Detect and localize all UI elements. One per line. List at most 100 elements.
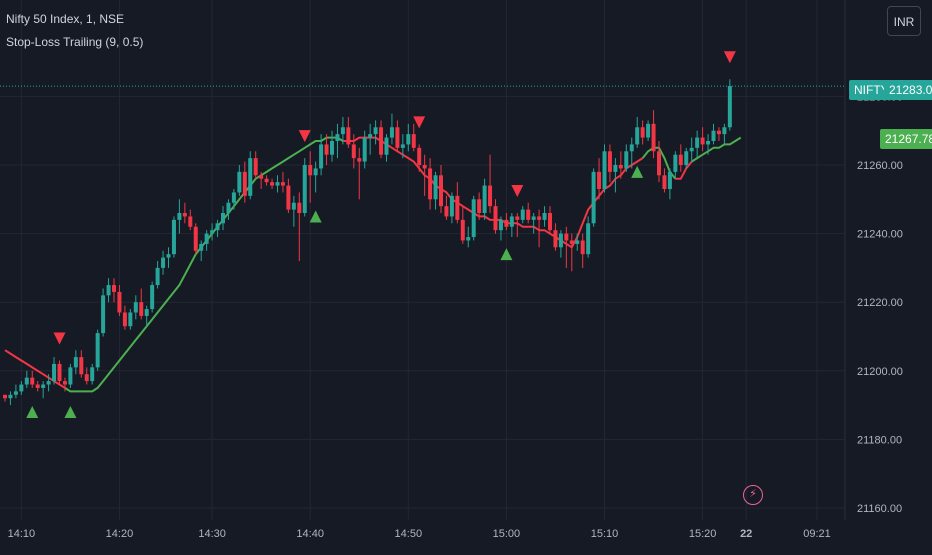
candle[interactable] [667,168,672,200]
candle[interactable] [629,137,634,169]
candle[interactable] [248,151,253,200]
candle[interactable] [62,377,67,392]
candle[interactable] [727,79,732,131]
candle[interactable] [422,154,427,196]
candle[interactable] [275,175,280,193]
candle[interactable] [586,216,591,258]
candle[interactable] [498,216,503,241]
candle[interactable] [689,137,694,162]
candle[interactable] [575,233,580,251]
candle[interactable] [711,123,716,145]
candle[interactable] [695,130,700,159]
candle[interactable] [520,206,525,224]
candle[interactable] [373,120,378,145]
candle[interactable] [439,165,443,214]
candle[interactable] [319,134,324,176]
candle[interactable] [716,127,721,141]
candle[interactable] [379,120,384,159]
candle[interactable] [297,192,302,262]
candle[interactable] [210,223,215,241]
candle[interactable] [188,209,193,231]
candle[interactable] [553,223,558,251]
candle[interactable] [259,171,264,190]
candle[interactable] [95,329,100,371]
candle[interactable] [526,202,531,224]
candle[interactable] [471,195,476,241]
candle[interactable] [13,384,18,399]
candle[interactable] [57,360,62,385]
candle[interactable] [117,285,122,316]
candle[interactable] [112,278,116,303]
candle[interactable] [8,391,13,406]
candle[interactable] [564,226,569,268]
candle[interactable] [286,178,291,214]
candle[interactable] [428,158,433,210]
candle[interactable] [640,120,645,145]
candle[interactable] [389,113,394,145]
candle[interactable] [368,123,373,155]
candle[interactable] [477,192,482,220]
candle[interactable] [591,168,596,227]
candle[interactable] [613,158,618,193]
candle[interactable] [362,130,367,169]
symbol-title[interactable]: Nifty 50 Index, 1, NSE [6,12,125,26]
candle[interactable] [122,305,127,330]
candle[interactable] [618,151,623,179]
candle[interactable] [24,370,29,388]
candle[interactable] [3,394,7,402]
time-axis[interactable]: 14:10 14:20 14:30 14:40 14:50 15:00 15:10 15:20… [8,528,831,540]
candle[interactable] [384,134,389,162]
candle[interactable] [417,144,422,172]
candle[interactable] [351,134,356,169]
candle[interactable] [493,199,498,234]
candle[interactable] [155,261,160,289]
candle[interactable] [204,230,209,251]
candle[interactable] [73,350,78,375]
candle[interactable] [302,158,307,217]
candle[interactable] [466,226,471,248]
candle[interactable] [488,154,493,214]
price-axis[interactable]: 21160.00 21180.00 21200.00 21220.00 21240.00… [857,91,903,515]
candle[interactable] [537,209,542,248]
candle[interactable] [106,278,111,303]
candle[interactable] [291,195,296,227]
candle[interactable] [449,192,454,224]
candle[interactable] [357,147,362,200]
candle[interactable] [400,134,405,159]
candle[interactable] [215,219,220,238]
candle[interactable] [231,189,236,210]
candle[interactable] [280,171,285,193]
candle[interactable] [444,195,449,220]
candle[interactable] [722,123,727,145]
candle[interactable] [270,178,275,190]
candle[interactable] [607,144,612,183]
candle[interactable] [330,130,334,162]
candle[interactable] [509,213,514,238]
candle[interactable] [646,120,651,141]
candle[interactable] [531,213,536,234]
candle[interactable] [308,151,313,203]
candle[interactable] [41,381,46,399]
candle[interactable] [253,151,258,179]
candle[interactable] [548,206,552,234]
candle[interactable] [515,213,520,238]
candle[interactable] [19,381,24,395]
candle[interactable] [166,247,171,268]
candle[interactable] [84,367,89,385]
candle[interactable] [133,295,138,320]
candle[interactable] [46,374,51,392]
candle[interactable] [221,206,225,231]
candle[interactable] [651,110,656,159]
candle[interactable] [433,171,438,210]
candle[interactable] [335,123,340,159]
indicator-title[interactable]: Stop-Loss Trailing (9, 0.5) [6,35,144,49]
candle[interactable] [324,134,329,165]
candle[interactable] [150,281,155,313]
candle[interactable] [597,158,602,200]
candle[interactable] [101,288,106,337]
candle[interactable] [182,202,187,224]
candle[interactable] [542,206,547,227]
candle[interactable] [635,116,640,148]
